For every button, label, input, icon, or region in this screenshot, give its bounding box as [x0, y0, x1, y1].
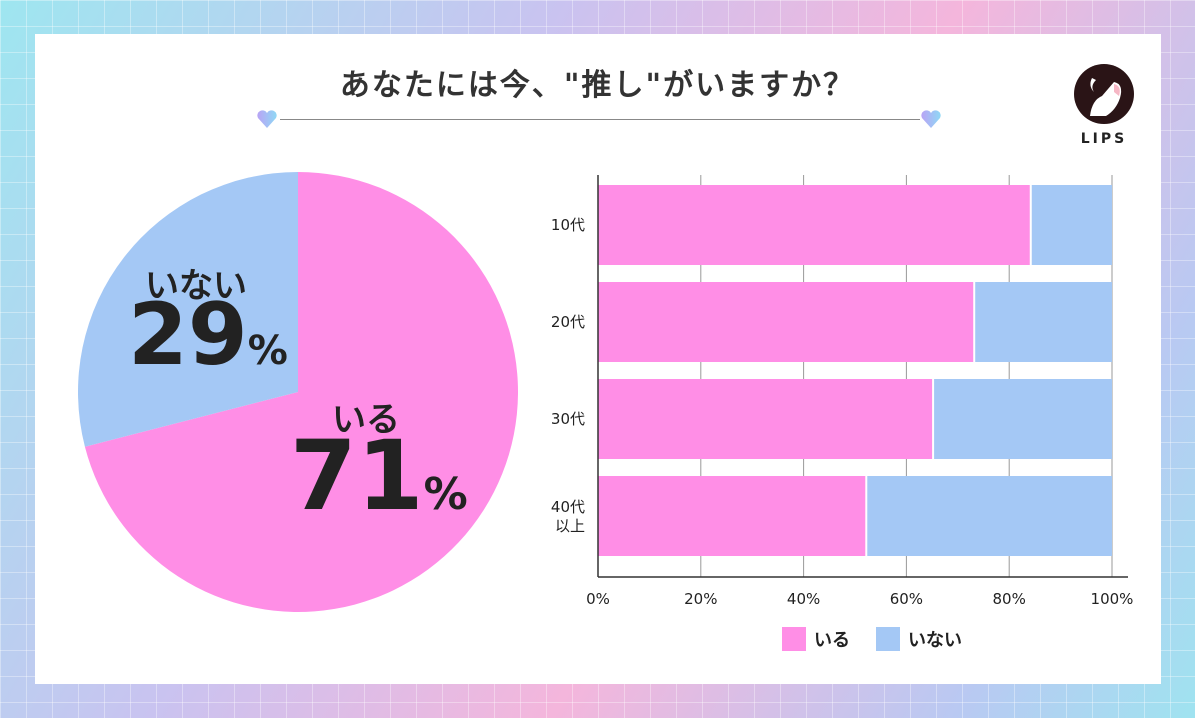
x-tick-label: 80% [993, 590, 1026, 608]
lips-logo-icon [1074, 64, 1134, 124]
pie-value-inai-number: 29 [128, 285, 248, 385]
x-tick-label: 20% [684, 590, 717, 608]
legend-item-iru: いる [782, 626, 850, 652]
bar-segment [598, 476, 866, 556]
heart-icon [921, 110, 941, 128]
x-tick-label: 40% [787, 590, 820, 608]
pie-value-inai: 29% [128, 292, 288, 378]
x-tick-label: 60% [890, 590, 923, 608]
pie-label-inai: いない [145, 266, 247, 306]
bar-segment [975, 282, 1112, 362]
bar-segment [934, 379, 1112, 459]
legend-swatch-iru [782, 627, 806, 651]
bar-segment [598, 379, 933, 459]
y-category-label: 10代 [551, 216, 585, 234]
pie-label-iru: いる [332, 400, 400, 440]
legend-item-inai: いない [876, 626, 962, 652]
logo-text: LIPS [1080, 131, 1128, 147]
legend-label-iru: いる [814, 630, 850, 651]
pie-value-iru: 71% [290, 428, 468, 524]
y-category-label: 30代 [551, 410, 585, 428]
title-divider [280, 119, 920, 120]
bar-segment [598, 185, 1030, 265]
legend-swatch-inai [876, 627, 900, 651]
x-tick-label: 100% [1091, 590, 1134, 608]
bar-segment [598, 282, 974, 362]
heart-icon [257, 110, 277, 128]
bar-segment [1031, 185, 1112, 265]
bar-segment [867, 476, 1112, 556]
y-category-label: 40代以上 [551, 498, 585, 535]
pie-value-iru-unit: % [423, 469, 468, 520]
page-title: あなたには今、"推し"がいますか？ [339, 68, 856, 103]
pie-slice [84, 172, 519, 612]
y-category-label: 20代 [551, 313, 585, 331]
pie-slice [77, 172, 298, 447]
legend-label-inai: いない [908, 630, 962, 651]
x-tick-label: 0% [586, 590, 610, 608]
pie-value-iru-number: 71 [290, 420, 424, 532]
pie-value-inai-unit: % [247, 328, 288, 374]
